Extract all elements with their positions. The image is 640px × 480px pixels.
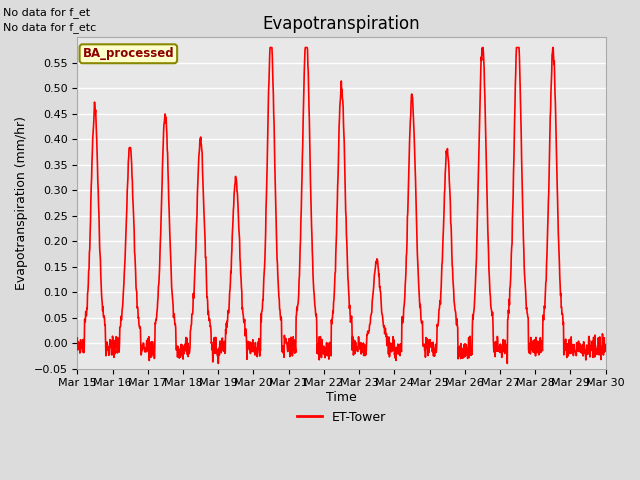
X-axis label: Time: Time	[326, 391, 357, 404]
Text: BA_processed: BA_processed	[83, 47, 174, 60]
Title: Evapotranspiration: Evapotranspiration	[262, 15, 420, 33]
Text: No data for f_etc: No data for f_etc	[3, 22, 97, 33]
Legend: ET-Tower: ET-Tower	[292, 406, 391, 429]
Y-axis label: Evapotranspiration (mm/hr): Evapotranspiration (mm/hr)	[15, 116, 28, 290]
Text: No data for f_et: No data for f_et	[3, 7, 90, 18]
